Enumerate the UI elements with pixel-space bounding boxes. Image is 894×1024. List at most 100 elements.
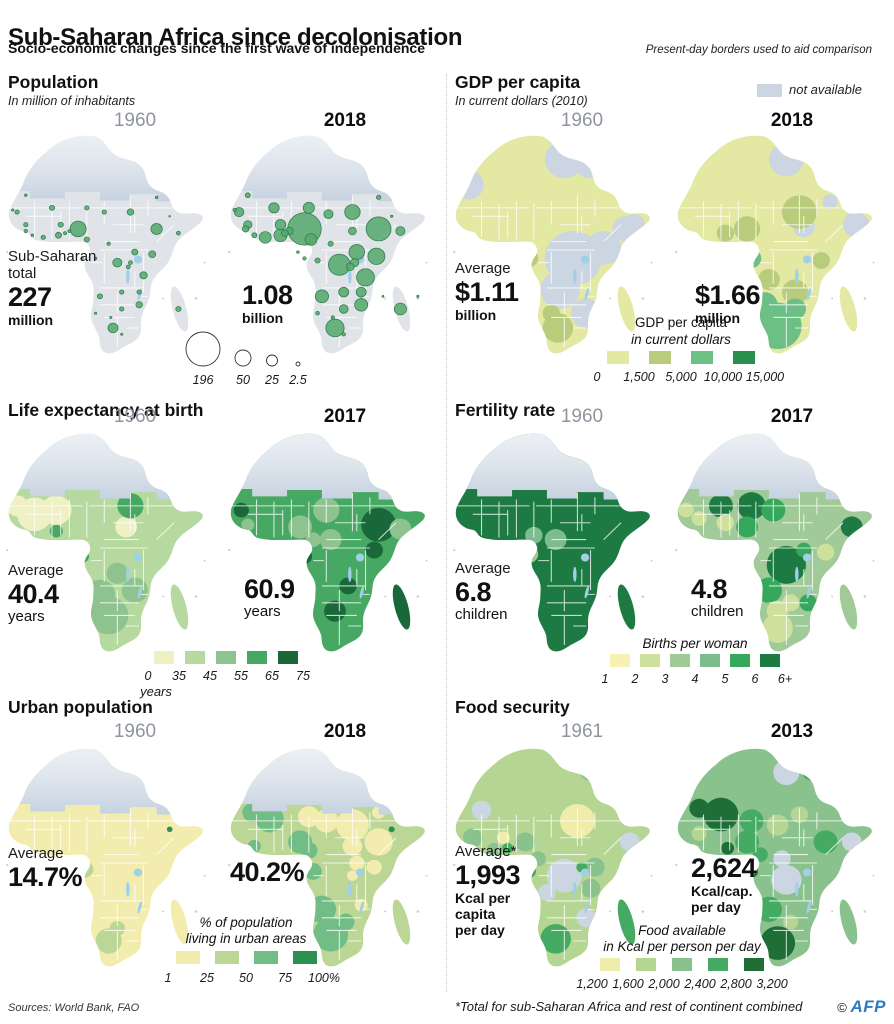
legend-tick-label: 5 bbox=[721, 672, 729, 686]
africa-map-population-2018 bbox=[226, 132, 444, 368]
africa-svg bbox=[6, 135, 206, 354]
africa-svg bbox=[675, 135, 875, 354]
year-label-right: 2018 bbox=[323, 110, 367, 131]
not-available-label: not available bbox=[789, 82, 862, 97]
text-line: years bbox=[244, 603, 281, 620]
year-label-left: 1961 bbox=[560, 721, 604, 742]
text-line: Average* bbox=[455, 843, 517, 860]
africa-map-fertility-1960 bbox=[451, 430, 669, 666]
text-line: children bbox=[691, 603, 744, 620]
svg-text:2.5: 2.5 bbox=[288, 373, 306, 387]
text-line: billion bbox=[455, 307, 497, 323]
africa-svg bbox=[228, 433, 428, 652]
africa-svg bbox=[453, 433, 653, 652]
africa-map-urban-2018 bbox=[226, 745, 444, 981]
panel-subtitle: In million of inhabitants bbox=[8, 94, 136, 108]
text-line: per day bbox=[455, 922, 505, 938]
panel-title: Population bbox=[8, 72, 99, 92]
panel-fertility: Fertility rate 1960 2017 Average 6.8 chi… bbox=[447, 398, 894, 695]
text-line: Kcal per bbox=[455, 890, 511, 906]
text-line: Sub-Saharan bbox=[8, 248, 97, 265]
panel-population: Population In million of inhabitants 196… bbox=[0, 70, 447, 398]
legend-tick-label: 35 bbox=[172, 669, 186, 683]
stat-average-2018: $1.66 million bbox=[695, 280, 761, 326]
africa-map-gdp-1960 bbox=[451, 132, 669, 368]
text-line: Kcal/cap. bbox=[691, 883, 753, 899]
text-line: Average bbox=[8, 845, 64, 862]
legend-tick-label: 5,000 bbox=[665, 370, 697, 384]
sources-line: Sources: World Bank, FAO bbox=[8, 1002, 140, 1014]
text-line: billion bbox=[242, 310, 284, 326]
text-line: children bbox=[455, 606, 508, 623]
africa-map-life-2017 bbox=[226, 430, 444, 666]
africa-map-fertility-2017 bbox=[673, 430, 891, 666]
panel-food-security: Food security 1961 2013 Average* 1,993 K… bbox=[447, 695, 894, 1000]
year-label-right: 2017 bbox=[770, 406, 814, 427]
africa-svg bbox=[675, 433, 875, 652]
panel-gdp: GDP per capita In current dollars (2010)… bbox=[447, 70, 894, 398]
legend-tick-label: 15,000 bbox=[745, 370, 785, 384]
panel-title: Fertility rate bbox=[455, 400, 556, 420]
stat-total-1960: Sub-Saharan total 227 million bbox=[8, 248, 97, 328]
africa-svg bbox=[6, 433, 206, 652]
legend-tick-label: 6+ bbox=[777, 672, 793, 686]
africa-svg bbox=[453, 135, 653, 354]
text-line: Average bbox=[8, 562, 64, 579]
legend-tick-label: 3 bbox=[661, 672, 669, 686]
africa-svg bbox=[453, 748, 653, 967]
svg-text:50: 50 bbox=[236, 373, 250, 387]
year-label-right: 2013 bbox=[770, 721, 814, 742]
text-line: Average bbox=[455, 560, 511, 577]
africa-svg bbox=[228, 135, 428, 354]
legend-tick-label: 55 bbox=[234, 669, 248, 683]
legend-tick-label: 0 bbox=[144, 669, 152, 683]
text-line: capita bbox=[455, 906, 496, 922]
year-label-right: 2017 bbox=[323, 406, 367, 427]
panel-urban-population: Urban population 1960 2018 Average 14.7%… bbox=[0, 695, 447, 1000]
africa-map-food-2013 bbox=[673, 745, 891, 981]
year-label-left: 1960 bbox=[560, 110, 604, 131]
stat-average-1960: Average 40.4 years bbox=[8, 562, 64, 625]
panel-title: Life expectancy at birth bbox=[8, 400, 204, 420]
page-subtitle: Socio-economic changes since the first w… bbox=[8, 40, 425, 56]
legend-tick-label: 75 bbox=[296, 669, 310, 683]
copyright-icon: © bbox=[837, 1000, 847, 1015]
stat-average-1960: Average $1.11 billion bbox=[455, 260, 519, 323]
afp-logo: AFP bbox=[850, 997, 886, 1016]
stat-average-2013: 2,624 Kcal/cap. per day bbox=[691, 853, 757, 915]
year-label-right: 2018 bbox=[770, 110, 814, 131]
afp-credit: © AFP bbox=[837, 997, 886, 1017]
stat-average-1961: Average* 1,993 Kcal per capita per day bbox=[455, 843, 521, 938]
panel-subtitle: In current dollars (2010) bbox=[455, 94, 588, 108]
africa-map-population-1960 bbox=[4, 132, 222, 368]
africa-map-life-1960 bbox=[4, 430, 222, 666]
text-line: total bbox=[8, 265, 37, 282]
legend-tick-label: 6 bbox=[751, 672, 759, 686]
africa-map-food-1961 bbox=[451, 745, 669, 981]
year-label-left: 1960 bbox=[113, 406, 157, 427]
legend-tick-label: 45 bbox=[203, 669, 217, 683]
stat-average-2017: 60.9 years bbox=[244, 574, 295, 620]
not-available-swatch bbox=[757, 84, 782, 97]
text-line: million bbox=[8, 312, 54, 328]
footnote: *Total for sub-Saharan Africa and rest o… bbox=[455, 999, 803, 1014]
text-line: million bbox=[695, 310, 741, 326]
stat-average-2017: 4.8 children bbox=[691, 574, 744, 620]
legend-tick-label: 4 bbox=[691, 672, 699, 686]
year-label-right: 2018 bbox=[323, 721, 367, 742]
africa-svg bbox=[228, 748, 428, 967]
text-line: per day bbox=[691, 899, 741, 915]
borders-note: Present-day borders used to aid comparis… bbox=[645, 44, 872, 56]
panel-life-expectancy: Life expectancy at birth 1960 2017 Avera… bbox=[0, 398, 447, 699]
text-line: Average bbox=[455, 260, 511, 277]
panel-title: Food security bbox=[455, 697, 570, 717]
column-divider bbox=[446, 74, 447, 992]
year-label-left: 1960 bbox=[113, 721, 157, 742]
year-label-left: 1960 bbox=[560, 406, 604, 427]
stat-average-1960: Average 6.8 children bbox=[455, 560, 511, 623]
legend-tick-label: 1 bbox=[601, 672, 609, 686]
legend-tick-label: 1,500 bbox=[623, 370, 655, 384]
panel-title: Urban population bbox=[8, 697, 153, 717]
page-title: Sub-Saharan Africa since decolonisation bbox=[8, 24, 463, 52]
